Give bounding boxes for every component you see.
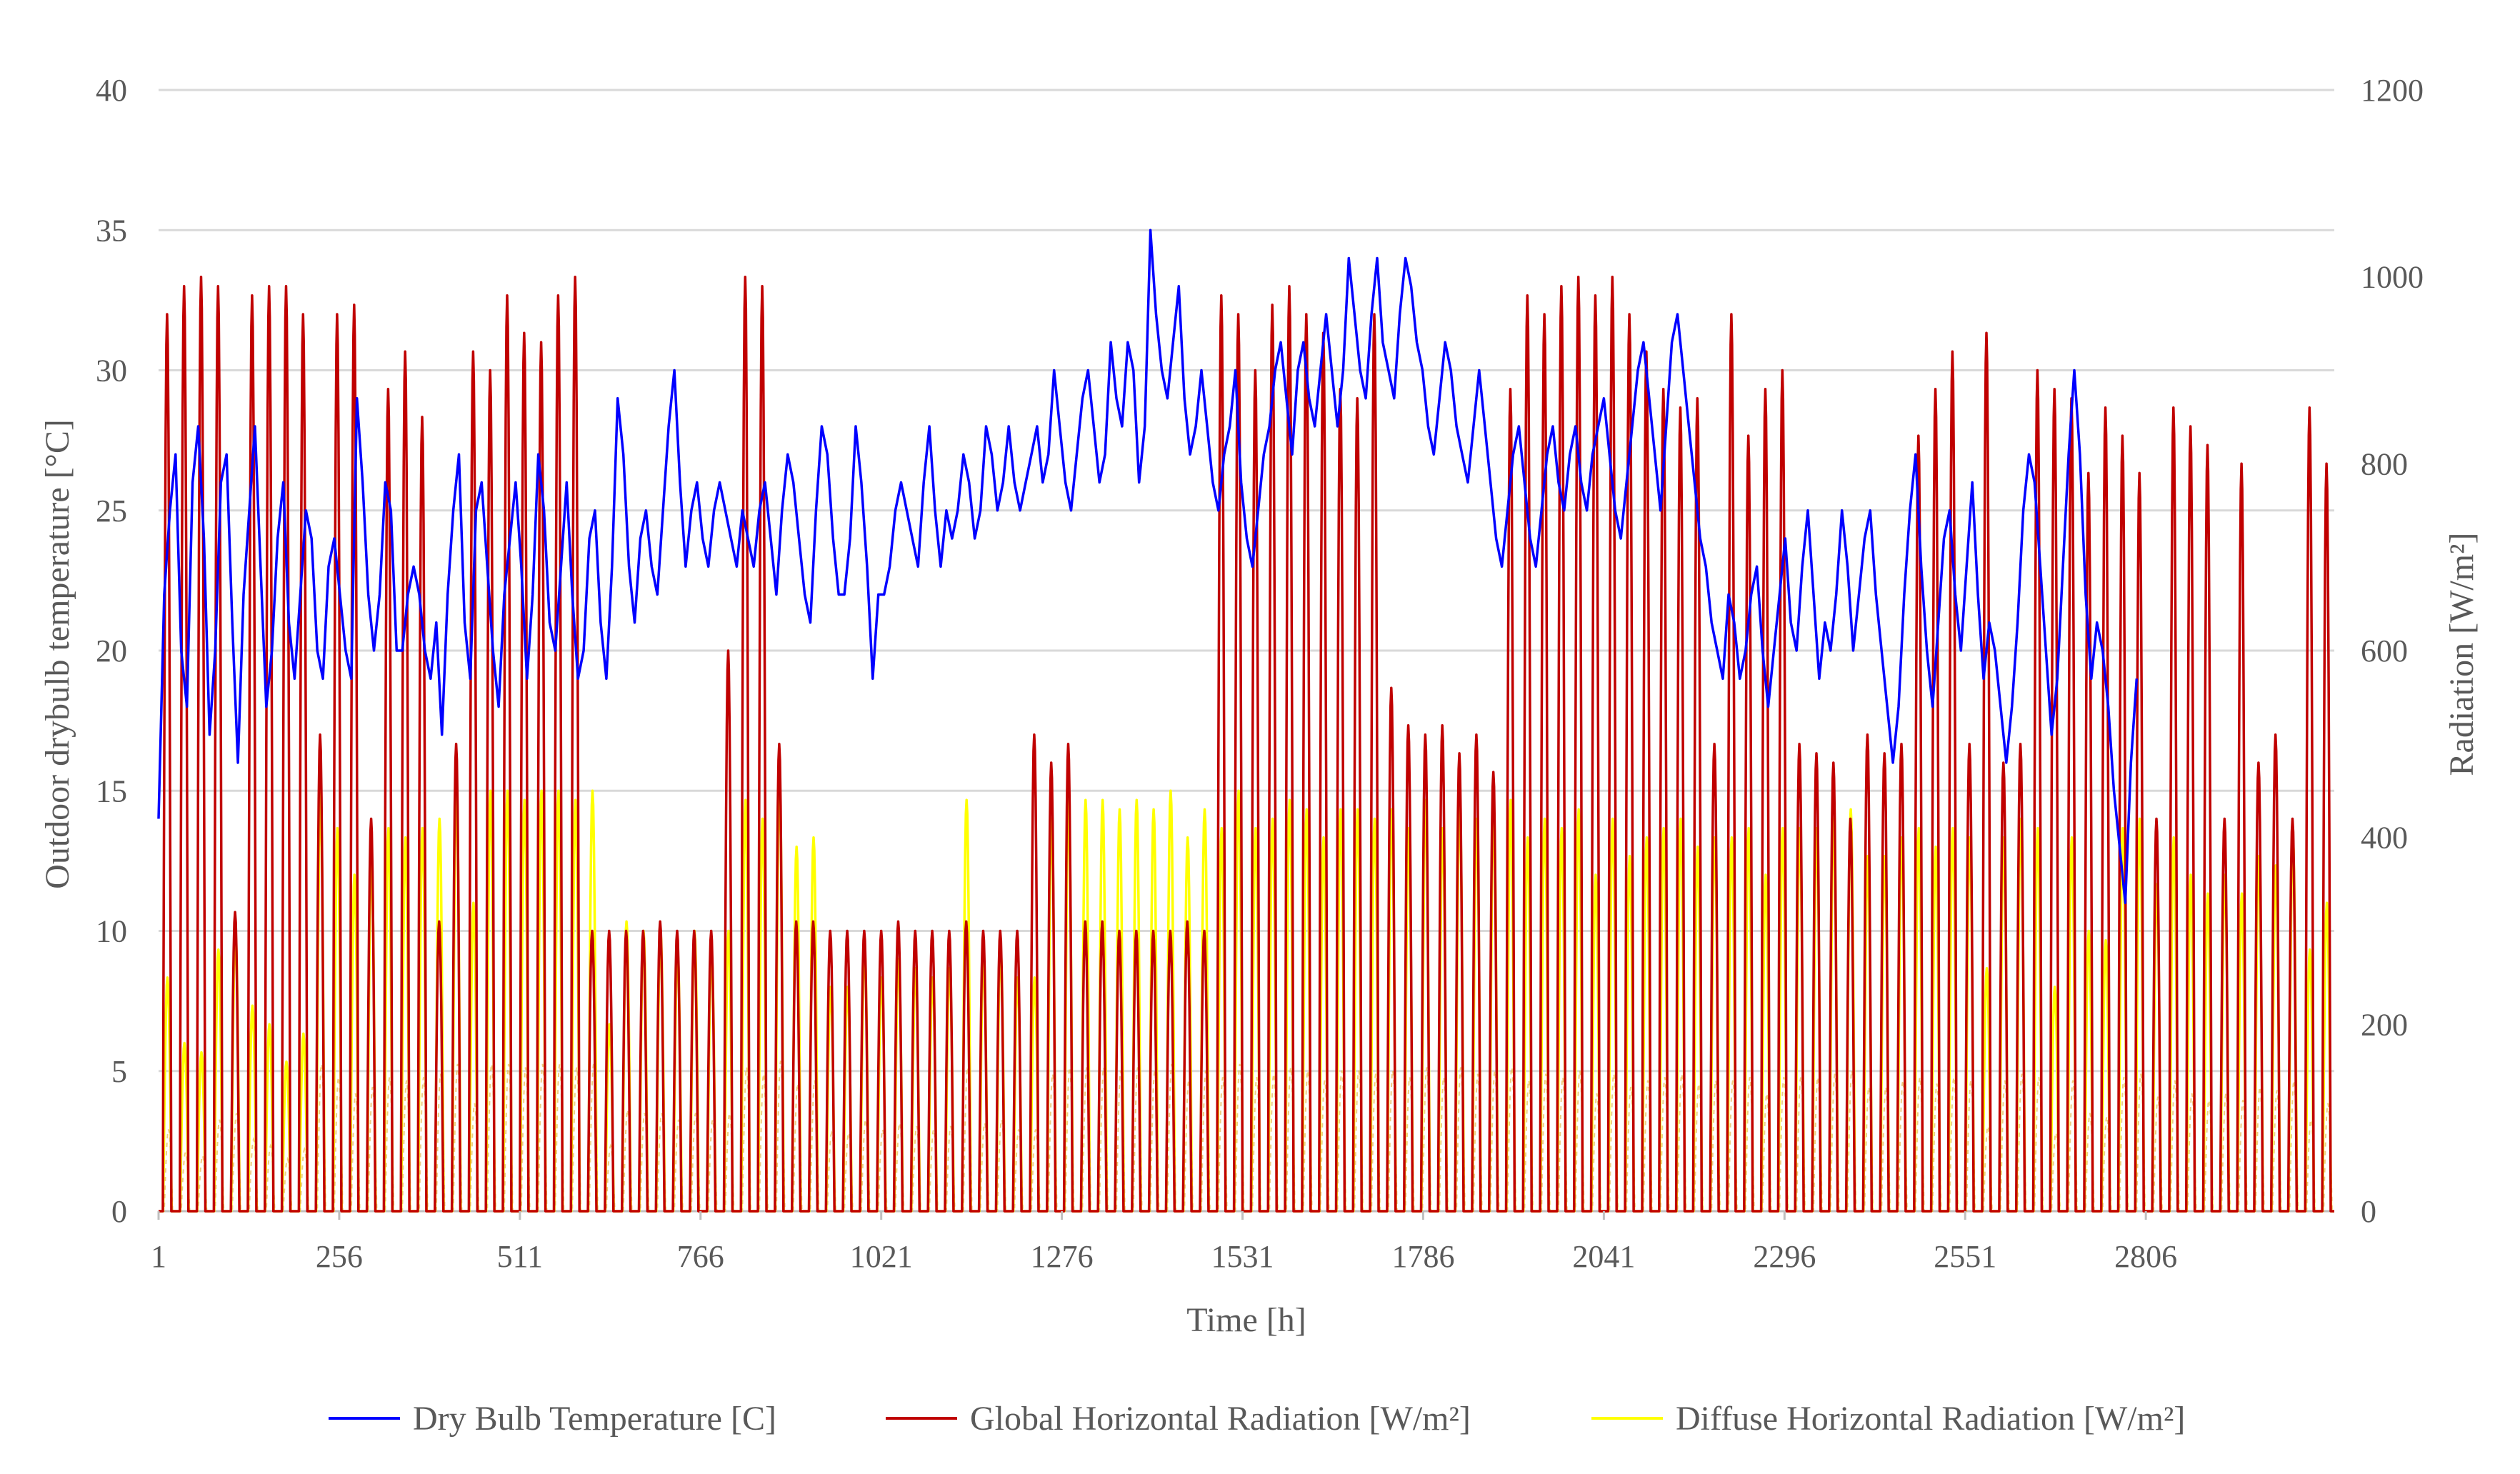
- legend: Dry Bulb Temperature [C] Global Horizont…: [329, 1400, 2185, 1438]
- y-left-tick-label: 15: [96, 773, 127, 808]
- x-tick-label: 1: [151, 1239, 166, 1274]
- legend-label-dry-bulb: Dry Bulb Temperature [C]: [413, 1400, 776, 1438]
- legend-label-diffuse: Diffuse Horizontal Radiation [W/m²]: [1676, 1400, 2185, 1438]
- x-tick-label: 2041: [1572, 1239, 1635, 1274]
- y-right-tick-label: 400: [2361, 821, 2408, 856]
- y-left-tick-label: 0: [111, 1194, 127, 1229]
- x-tick-label: 766: [677, 1239, 724, 1274]
- x-tick-label: 2296: [1753, 1239, 1816, 1274]
- series-global-horizontal-radiation: [159, 275, 2334, 1213]
- line-global-horizontal-radiation: [159, 275, 2334, 1213]
- x-tick-label: 1276: [1031, 1239, 1094, 1274]
- x-tick-label: 1786: [1391, 1239, 1454, 1274]
- x-tick-label: 1531: [1211, 1239, 1274, 1274]
- legend-label-global: Global Horizontal Radiation [W/m²]: [970, 1400, 1471, 1438]
- y-axis-right-title: Radiation [W/m²]: [2443, 533, 2481, 776]
- y-right-tick-label: 0: [2361, 1194, 2376, 1229]
- x-tick-label: 511: [497, 1239, 543, 1274]
- y-right-tick-label: 600: [2361, 633, 2408, 668]
- x-tick-label: 256: [316, 1239, 363, 1274]
- y-left-tick-label: 40: [96, 73, 127, 108]
- x-tick-label: 1021: [850, 1239, 913, 1274]
- y-right-tick-label: 200: [2361, 1007, 2408, 1042]
- y-left-tick-label: 10: [96, 914, 127, 949]
- x-tick-label: 2551: [1934, 1239, 1996, 1274]
- x-axis-title: Time [h]: [1186, 1301, 1306, 1339]
- series-dry-bulb-temperature: [157, 229, 2139, 905]
- y-left-tick-label: 30: [96, 354, 127, 388]
- y-left-tick-label: 35: [96, 213, 127, 248]
- y-left-tick-label: 5: [111, 1054, 127, 1089]
- y-right-tick-label: 1000: [2361, 260, 2424, 295]
- y-left-tick-label: 20: [96, 633, 127, 668]
- y-left-tick-label: 25: [96, 493, 127, 528]
- y-right-tick-label: 1200: [2361, 73, 2424, 108]
- y-right-tick-label: 800: [2361, 446, 2408, 481]
- x-tick-label: 2806: [2114, 1239, 2177, 1274]
- y-axis-left-title: Outdoor drybulb temperature [°C]: [39, 419, 76, 889]
- line-dry-bulb-temperature: [157, 229, 2139, 905]
